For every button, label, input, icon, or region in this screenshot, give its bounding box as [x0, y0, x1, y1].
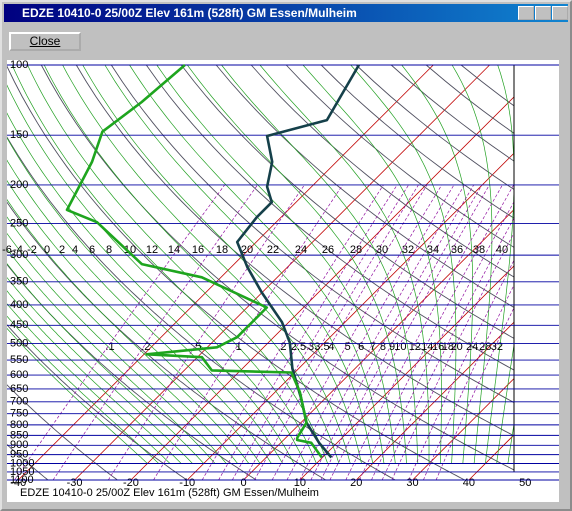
moist-adiabat-label: 20 [241, 244, 253, 256]
isotherm [74, 64, 490, 480]
x-tick-label: -20 [123, 477, 139, 489]
x-tick-label: 50 [519, 477, 531, 489]
y-tick-label: 650 [10, 383, 28, 395]
y-tick-label: 300 [10, 249, 28, 261]
y-tick-label: 200 [10, 179, 28, 191]
moist-adiabat-label: 38 [473, 244, 485, 256]
y-tick-label: 550 [10, 354, 28, 366]
isotherm [299, 265, 514, 480]
mixing-ratio-label: 3.5 [314, 341, 329, 353]
dry-adiabat [285, 64, 514, 248]
x-tick-label: 10 [294, 477, 306, 489]
mixing-ratio-label: 12 [409, 341, 421, 353]
moist-adiabat-label: -2 [27, 244, 37, 256]
y-tick-label: 850 [10, 429, 28, 441]
mixing-ratio-label: 28 [479, 341, 491, 353]
moist-adiabat-label: 0 [44, 244, 50, 256]
moist-adiabat-label: 16 [192, 244, 204, 256]
mixing-ratio-label: 2.5 [291, 341, 306, 353]
moist-adiabat-label: 22 [267, 244, 279, 256]
y-tick-label: 750 [10, 408, 28, 420]
moist-adiabat-label: 10 [124, 244, 136, 256]
moist-adiabat-label: 24 [295, 244, 307, 256]
y-tick-label: 800 [10, 419, 28, 431]
close-button[interactable]: Close [9, 32, 81, 51]
minimize-button[interactable] [518, 6, 534, 20]
x-tick-label: 40 [463, 477, 475, 489]
mixing-ratio-label: 5 [345, 341, 351, 353]
y-tick-label: 250 [10, 217, 28, 229]
mixing-ratio-label: 2 [280, 341, 286, 353]
title-bar: EDZE 10410-0 25/00Z Elev 161m (528ft) GM… [4, 4, 568, 22]
mixing-ratio-label: .2 [141, 341, 150, 353]
y-tick-label: 450 [10, 319, 28, 331]
moist-adiabat-label: 14 [168, 244, 180, 256]
moist-adiabat-label: 28 [350, 244, 362, 256]
moist-adiabat-label: 2 [59, 244, 65, 256]
moist-adiabat-label: 34 [427, 244, 439, 256]
mixing-ratio-label: 6 [358, 341, 364, 353]
dry-adiabat [215, 64, 514, 308]
y-tick-label: 150 [10, 129, 28, 141]
y-tick-label: 100 [10, 59, 28, 71]
mixing-ratio-label: 20 [451, 341, 463, 353]
y-tick-label: 1000 [10, 457, 34, 469]
y-tick-label: 700 [10, 396, 28, 408]
moist-adiabat-label: -4 [13, 244, 23, 256]
moist-adiabat-label: 32 [402, 244, 414, 256]
mixing-ratio-label: 32 [491, 341, 503, 353]
mixing-ratio-label: 24 [466, 341, 478, 353]
mixing-ratio-label: .1 [105, 341, 114, 353]
moist-adiabat-label: -6 [2, 244, 12, 256]
moist-adiabat-label: 8 [106, 244, 112, 256]
y-tick-label: 400 [10, 299, 28, 311]
mixing-ratio-label: 9 [389, 341, 395, 353]
profile-line [65, 64, 323, 459]
moist-adiabat-label: 12 [146, 244, 158, 256]
mixing-ratio-label: 4 [328, 341, 334, 353]
dry-adiabat [180, 64, 514, 339]
x-tick-label: 20 [350, 477, 362, 489]
isotherm [412, 377, 514, 480]
y-tick-label: 350 [10, 276, 28, 288]
moist-adiabat-label: 18 [216, 244, 228, 256]
isotherm [130, 96, 514, 480]
moist-adiabat-label: 6 [89, 244, 95, 256]
y-tick-label: 600 [10, 369, 28, 381]
mixing-ratio-label: .5 [192, 341, 201, 353]
maximize-button[interactable] [535, 6, 551, 20]
y-tick-label: 900 [10, 439, 28, 451]
moist-adiabat-label: 36 [451, 244, 463, 256]
mixing-ratio-label: 3 [308, 341, 314, 353]
dry-adiabat [145, 64, 514, 371]
y-tick-label: 500 [10, 337, 28, 349]
mixing-ratio-label: 1 [236, 341, 242, 353]
isotherm [186, 152, 514, 480]
dry-adiabat [7, 384, 118, 480]
x-tick-label: -10 [179, 477, 195, 489]
y-tick-label: 950 [10, 449, 28, 461]
mixing-ratio-label: 7 [370, 341, 376, 353]
moist-adiabat-label: 30 [376, 244, 388, 256]
plot-background [7, 60, 559, 502]
x-tick-label: 30 [406, 477, 418, 489]
moist-adiabat-label: 4 [72, 244, 78, 256]
mixing-ratio-label: 8 [380, 341, 386, 353]
isotherm [355, 321, 514, 480]
close-window-button[interactable] [552, 6, 568, 20]
chart-title: EDZE 10410-0 25/00Z Elev 161m (528ft) GM… [20, 487, 319, 499]
mixing-ratio-label: 10 [394, 341, 406, 353]
dry-adiabat [7, 444, 49, 480]
isotherm [243, 209, 514, 480]
y-tick-label: 1050 [10, 466, 34, 478]
x-tick-label: -30 [67, 477, 83, 489]
moist-adiabat-label: 26 [322, 244, 334, 256]
x-tick-label: 0 [241, 477, 247, 489]
moist-adiabat-label: 40 [496, 244, 508, 256]
y-tick-label: 1100 [10, 474, 34, 486]
dry-adiabat [250, 64, 514, 278]
